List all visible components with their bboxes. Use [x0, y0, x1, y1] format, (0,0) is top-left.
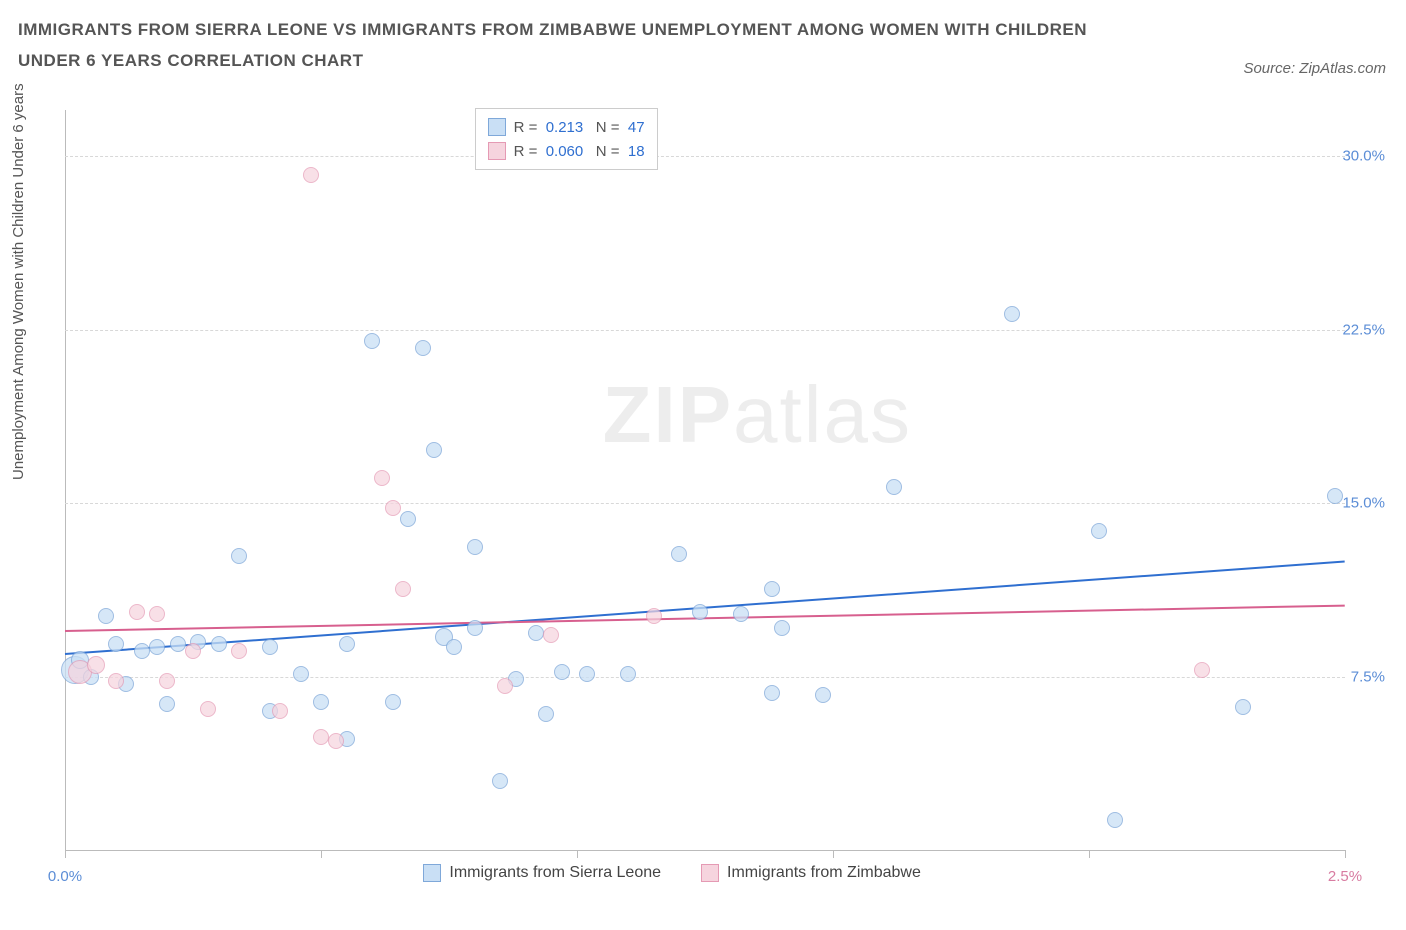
- scatter-point-sl: [262, 639, 278, 655]
- scatter-point-sl: [733, 606, 749, 622]
- scatter-point-zw: [185, 643, 201, 659]
- y-tick-label: 22.5%: [1342, 321, 1385, 338]
- scatter-point-sl: [1091, 523, 1107, 539]
- legend-stats-text: R = 0.060 N = 18: [514, 143, 645, 160]
- scatter-point-sl: [528, 625, 544, 641]
- scatter-point-sl: [492, 773, 508, 789]
- scatter-point-zw: [374, 470, 390, 486]
- legend-swatch: [488, 142, 506, 160]
- legend-swatch: [423, 864, 441, 882]
- legend-item-zw: Immigrants from Zimbabwe: [701, 864, 921, 882]
- legend-row-sl: R = 0.213 N = 47: [488, 115, 645, 139]
- scatter-point-sl: [815, 687, 831, 703]
- scatter-point-sl: [108, 636, 124, 652]
- grid-line: [65, 156, 1345, 157]
- x-tick-label: 0.0%: [48, 868, 82, 885]
- scatter-point-zw: [149, 606, 165, 622]
- scatter-point-zw: [159, 673, 175, 689]
- x-axis-line: [65, 850, 1345, 851]
- legend-series-names: Immigrants from Sierra Leone Immigrants f…: [423, 864, 920, 882]
- scatter-point-sl: [1235, 699, 1251, 715]
- scatter-point-sl: [339, 636, 355, 652]
- x-tick-mark: [321, 850, 322, 858]
- y-axis-line: [65, 110, 66, 850]
- scatter-point-sl: [467, 539, 483, 555]
- scatter-point-sl: [385, 694, 401, 710]
- scatter-point-sl: [671, 546, 687, 562]
- chart-header: IMMIGRANTS FROM SIERRA LEONE VS IMMIGRAN…: [18, 15, 1388, 76]
- y-axis-label: Unemployment Among Women with Children U…: [10, 83, 27, 480]
- legend-swatch: [488, 118, 506, 136]
- scatter-point-zw: [303, 167, 319, 183]
- scatter-point-zw: [231, 643, 247, 659]
- scatter-point-sl: [134, 643, 150, 659]
- scatter-point-sl: [1327, 488, 1343, 504]
- x-tick-mark: [833, 850, 834, 858]
- chart-plot-area: 7.5%15.0%22.5%30.0%0.0%2.5%ZIPatlas R = …: [55, 110, 1395, 870]
- scatter-point-sl: [886, 479, 902, 495]
- scatter-point-sl: [293, 666, 309, 682]
- legend-swatch: [701, 864, 719, 882]
- scatter-point-sl: [313, 694, 329, 710]
- scatter-point-sl: [149, 639, 165, 655]
- scatter-point-sl: [170, 636, 186, 652]
- legend-row-zw: R = 0.060 N = 18: [488, 139, 645, 163]
- scatter-point-sl: [620, 666, 636, 682]
- scatter-point-zw: [1194, 662, 1210, 678]
- scatter-point-zw: [200, 701, 216, 717]
- scatter-point-sl: [467, 620, 483, 636]
- grid-line: [65, 503, 1345, 504]
- x-tick-mark: [1345, 850, 1346, 858]
- scatter-point-zw: [108, 673, 124, 689]
- legend-series-label: Immigrants from Sierra Leone: [449, 864, 661, 882]
- scatter-point-sl: [764, 685, 780, 701]
- y-tick-label: 15.0%: [1342, 495, 1385, 512]
- x-tick-mark: [65, 850, 66, 858]
- scatter-point-zw: [328, 733, 344, 749]
- scatter-point-sl: [764, 581, 780, 597]
- scatter-point-zw: [395, 581, 411, 597]
- scatter-point-zw: [313, 729, 329, 745]
- scatter-point-zw: [272, 703, 288, 719]
- chart-title: IMMIGRANTS FROM SIERRA LEONE VS IMMIGRAN…: [18, 15, 1118, 76]
- x-tick-mark: [1089, 850, 1090, 858]
- scatter-point-zw: [385, 500, 401, 516]
- y-tick-label: 30.0%: [1342, 148, 1385, 165]
- scatter-point-sl: [692, 604, 708, 620]
- scatter-point-sl: [774, 620, 790, 636]
- watermark: ZIPatlas: [603, 369, 912, 461]
- scatter-point-sl: [159, 696, 175, 712]
- scatter-point-zw: [129, 604, 145, 620]
- legend-series-label: Immigrants from Zimbabwe: [727, 864, 921, 882]
- scatter-point-sl: [554, 664, 570, 680]
- y-tick-label: 7.5%: [1351, 668, 1385, 685]
- scatter-point-sl: [538, 706, 554, 722]
- scatter-point-sl: [446, 639, 462, 655]
- legend-correlation-box: R = 0.213 N = 47 R = 0.060 N = 18: [475, 108, 658, 170]
- scatter-point-zw: [87, 656, 105, 674]
- scatter-point-zw: [646, 608, 662, 624]
- x-tick-label: 2.5%: [1328, 868, 1362, 885]
- scatter-point-sl: [364, 333, 380, 349]
- scatter-point-sl: [1004, 306, 1020, 322]
- legend-stats-text: R = 0.213 N = 47: [514, 119, 645, 136]
- scatter-point-sl: [98, 608, 114, 624]
- grid-line: [65, 677, 1345, 678]
- scatter-point-sl: [579, 666, 595, 682]
- scatter-point-sl: [231, 548, 247, 564]
- scatter-point-sl: [426, 442, 442, 458]
- legend-item-sl: Immigrants from Sierra Leone: [423, 864, 661, 882]
- scatter-point-zw: [543, 627, 559, 643]
- x-tick-mark: [577, 850, 578, 858]
- scatter-point-sl: [211, 636, 227, 652]
- source-attribution: Source: ZipAtlas.com: [1243, 60, 1386, 77]
- scatter-point-sl: [400, 511, 416, 527]
- scatter-point-sl: [415, 340, 431, 356]
- scatter-point-sl: [1107, 812, 1123, 828]
- grid-line: [65, 330, 1345, 331]
- scatter-point-zw: [497, 678, 513, 694]
